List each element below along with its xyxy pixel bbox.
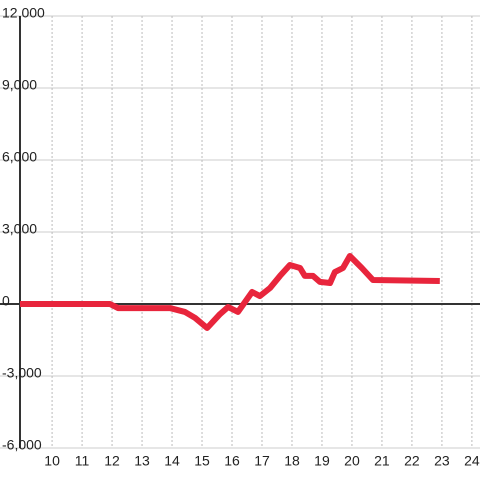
x-tick-label: 21 bbox=[374, 453, 390, 469]
x-tick-label: 17 bbox=[254, 453, 270, 469]
y-tick-label: -3,000 bbox=[2, 365, 42, 381]
x-tick-label: 13 bbox=[134, 453, 150, 469]
y-tick-label: 0 bbox=[2, 293, 10, 309]
x-tick-label: 15 bbox=[194, 453, 210, 469]
x-tick-label: 11 bbox=[75, 453, 90, 469]
y-tick-label: 9,000 bbox=[2, 77, 37, 93]
y-tick-label: 6,000 bbox=[2, 149, 37, 165]
x-tick-label: 22 bbox=[404, 453, 420, 469]
x-tick-label: 20 bbox=[344, 453, 360, 469]
x-tick-label: 12 bbox=[104, 453, 120, 469]
y-tick-label: 12,000 bbox=[2, 5, 45, 21]
y-tick-label: 3,000 bbox=[2, 221, 37, 237]
x-tick-label: 23 bbox=[434, 453, 450, 469]
x-tick-label: 14 bbox=[164, 453, 180, 469]
x-tick-label: 16 bbox=[224, 453, 240, 469]
x-tick-label: 18 bbox=[284, 453, 300, 469]
x-tick-label: 24 bbox=[464, 453, 480, 469]
y-tick-label: -6,000 bbox=[2, 437, 42, 453]
x-tick-label: 10 bbox=[44, 453, 60, 469]
x-tick-label: 19 bbox=[314, 453, 330, 469]
data-line bbox=[20, 253, 440, 331]
